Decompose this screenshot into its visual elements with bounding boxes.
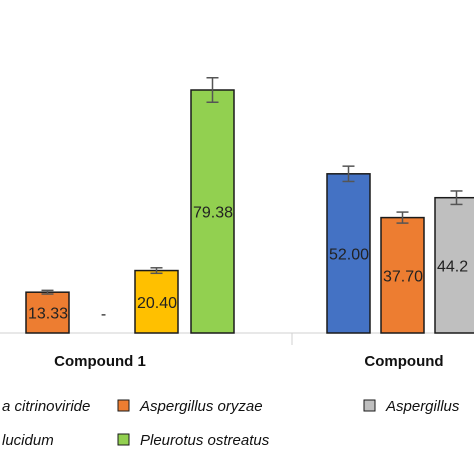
bar-lucidum-compound-1-error-bar [150,267,163,275]
legend-label-aspergillus: Aspergillus [385,398,460,415]
chart-bars [25,77,474,334]
bar-pleurotus-ostreatus-compound-1-error-bar [206,77,219,103]
category-label-compound: Compound [364,353,443,370]
legend-label-a-citrinoviride: a citrinoviride [2,398,90,415]
bar-aspergillus-compound-1-value-label: - [101,306,106,323]
legend-swatch-aspergillus [363,399,376,412]
chart-legend: a citrinoviride Aspergillus oryzae Aspergi… [2,398,460,449]
legend-item-lucidum: lucidum [2,432,54,449]
legend-label-aspergillus-oryzae: Aspergillus oryzae [139,398,263,415]
bar-pleurotus-ostreatus-compound-1 [190,89,235,334]
legend-item-a-citrinoviride: a citrinoviride [2,398,90,415]
bar-pleurotus-ostreatus-compound-1-value-label: 79.38 [193,205,233,222]
legend-swatch-pleurotus-ostreatus [117,433,130,446]
bar-aspergillus-oryzae-compound-1 [25,291,70,334]
chart-category-labels: Compound 1 Compound [54,353,443,370]
bar-lucidum-compound-1-value-label: 20.40 [137,295,177,312]
bar-aspergillus-oryzae-compound-1-error-bar [41,289,54,295]
legend-item-aspergillus-oryzae: Aspergillus oryzae [117,398,263,415]
chart-bar-labels: 52.00 13.33 37.70 - 44.2 20.40 79.38 [28,205,468,324]
bar-a-citrinoviride-compound-error-bar [342,165,355,183]
bar-aspergillus-oryzae-compound-error-bar [396,211,409,224]
legend-item-pleurotus-ostreatus: Pleurotus ostreatus [117,432,270,449]
category-label-compound-1: Compound 1 [54,353,146,370]
bar-aspergillus-oryzae-compound-value-label: 37.70 [383,268,423,285]
chart-axes [0,332,474,345]
bar-aspergillus-compound-error-bar [450,190,463,206]
legend-item-aspergillus: Aspergillus [363,398,460,415]
bar-aspergillus-compound-value-label: 44.2 [437,258,468,275]
legend-label-lucidum: lucidum [2,432,54,449]
legend-label-pleurotus-ostreatus: Pleurotus ostreatus [140,432,270,449]
bar-a-citrinoviride-compound [326,173,371,334]
legend-swatch-aspergillus-oryzae [117,399,130,412]
bar-a-citrinoviride-compound-value-label: 52.00 [329,246,369,263]
bar-aspergillus-oryzae-compound-1-value-label: 13.33 [28,306,68,323]
bar-aspergillus-oryzae-compound [380,216,425,334]
bar-aspergillus-compound [434,196,474,334]
